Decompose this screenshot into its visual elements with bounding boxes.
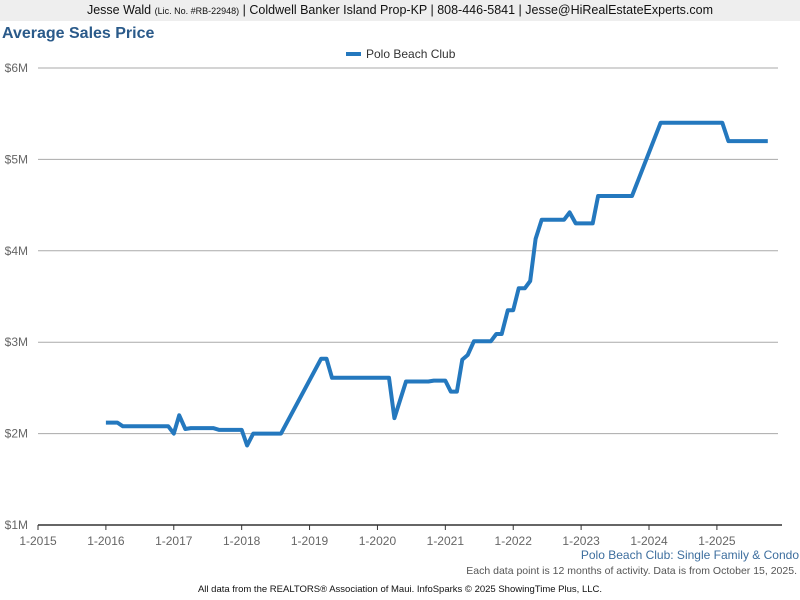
legend-label: Polo Beach Club [366,47,456,61]
chart-title: Average Sales Price [2,25,155,42]
y-tick-label: $6M [5,61,28,75]
x-tick-label: 1-2020 [359,534,397,548]
agent-header-bar: Jesse Wald (Lic. No. #RB-22948) | Coldwe… [0,0,800,21]
x-tick-label: 1-2021 [427,534,465,548]
activity-note: Each data point is 12 months of activity… [466,565,797,577]
series-line [105,120,768,448]
y-tick-label: $3M [5,335,28,349]
y-tick-label: $1M [5,518,28,532]
x-tick-label: 1-2019 [291,534,329,548]
series-description: Polo Beach Club: Single Family & Condo [580,548,799,562]
agent-license: (Lic. No. #RB-22948) [154,6,240,16]
y-tick-label: $5M [5,152,28,166]
x-tick-label: 1-2025 [698,534,736,548]
agent-details: | Coldwell Banker Island Prop-KP | 808-4… [242,3,713,17]
x-tick-label: 1-2015 [19,534,57,548]
y-tick-label: $2M [5,427,28,441]
agent-name: Jesse Wald [86,3,152,17]
x-tick-label: 1-2016 [87,534,125,548]
x-tick-label: 1-2023 [562,534,600,548]
x-tick-label: 1-2024 [630,534,668,548]
x-tick-label: 1-2022 [495,534,533,548]
data-credit: All data from the REALTORS® Association … [197,584,603,595]
y-tick-label: $4M [5,244,28,258]
x-tick-label: 1-2017 [155,534,193,548]
x-tick-label: 1-2018 [223,534,261,548]
